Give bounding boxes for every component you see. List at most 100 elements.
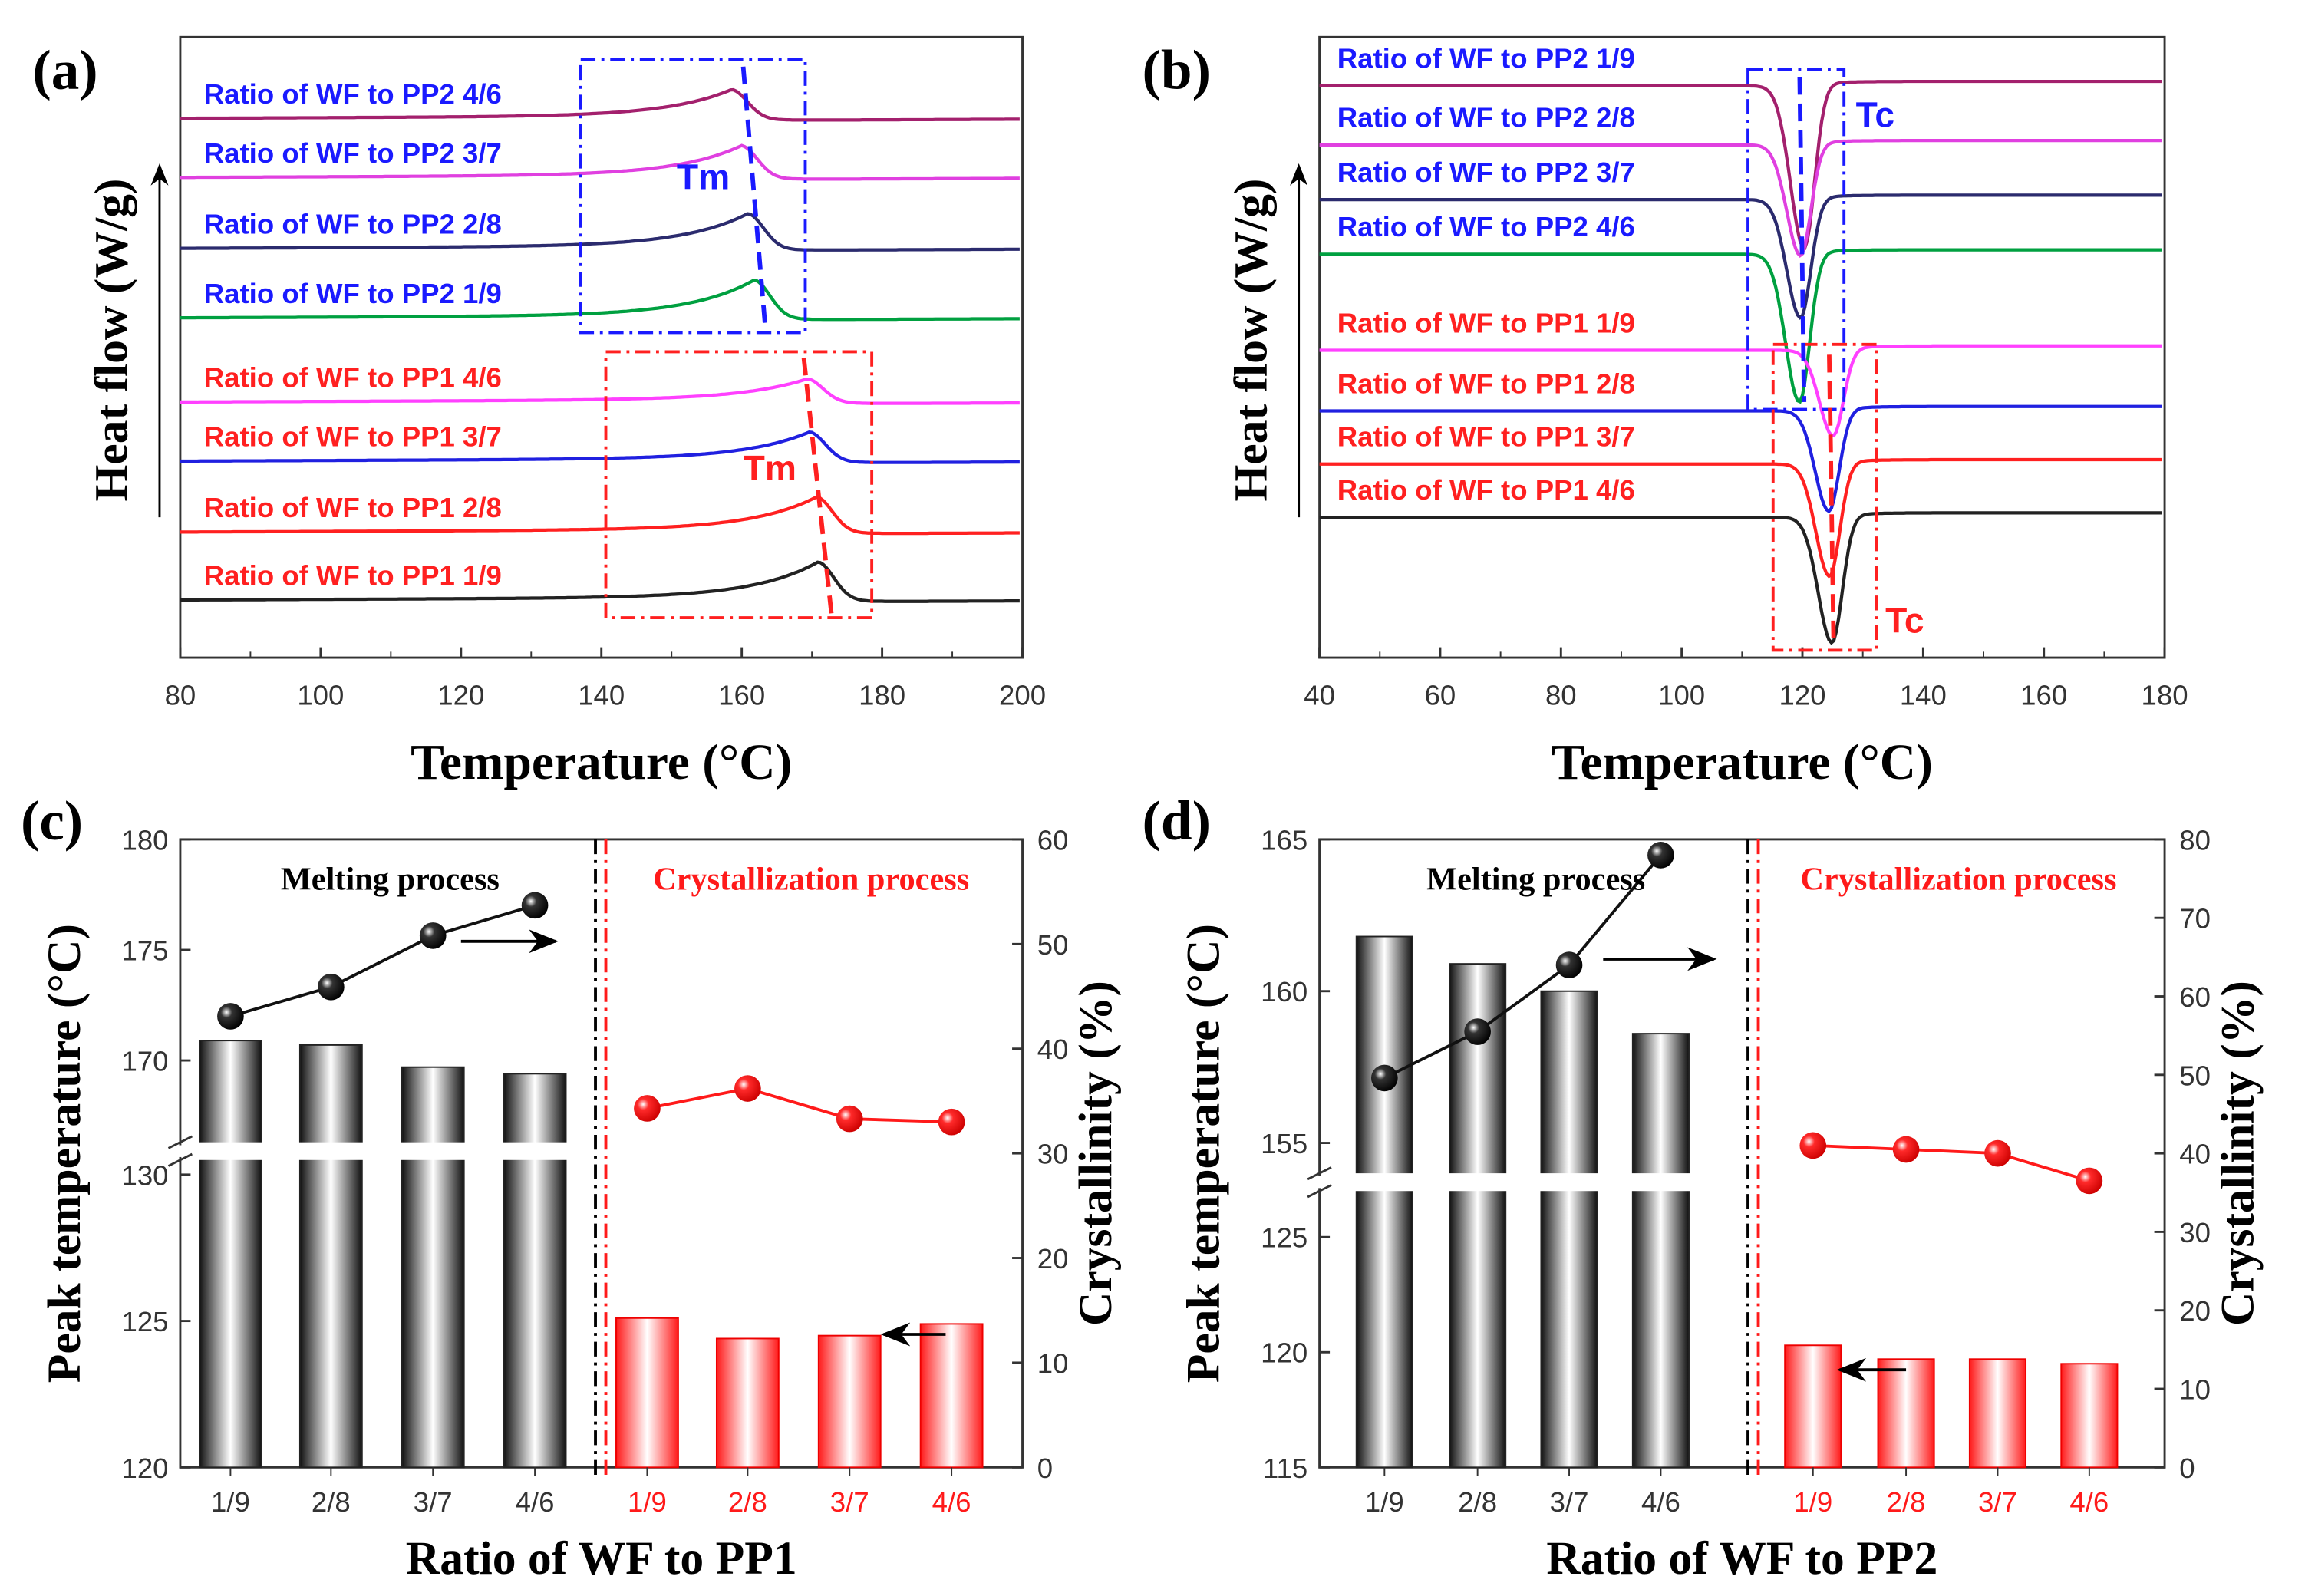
series-label: Ratio of WF to PP1 4/6 [1337, 474, 1635, 506]
x-tick-label: 4/6 [932, 1486, 971, 1518]
series-label: Ratio of WF to PP1 1/9 [204, 560, 502, 592]
melting-bar [298, 1044, 363, 1469]
crystallization-bar [1968, 1358, 2027, 1469]
section-label-crystallization: Crystallization process [1800, 861, 2116, 897]
series-label: Ratio of WF to PP1 4/6 [204, 362, 502, 394]
axis-break-band [183, 1142, 595, 1160]
x-tick-label: 3/7 [1978, 1486, 2017, 1518]
x-tick-label: 2/8 [1458, 1486, 1497, 1518]
series-label: Ratio of WF to PP2 4/6 [1337, 211, 1635, 242]
y2-tick-label: 50 [1037, 929, 1069, 961]
x-tick-label: 140 [1900, 680, 1947, 711]
crystallization-crystallinity-point [1799, 1132, 1827, 1159]
panel-b: 40 60 80 100 120 140 160 180 Temperature (°C) Hea… [1225, 35, 2188, 790]
x-axis-title: Temperature (°C) [411, 735, 792, 790]
y-tick-label: 120 [121, 1453, 168, 1484]
y-tick-label: 160 [1261, 976, 1307, 1007]
crystallization-crystallinity-point [1984, 1139, 2011, 1167]
y-tick-label: 125 [121, 1306, 168, 1337]
crystallization-bar [1877, 1358, 1935, 1469]
melting-crystallinity-point [318, 973, 345, 1001]
tm-label-pp1: Tm [744, 448, 796, 488]
x-tick-label: 4/6 [2069, 1486, 2109, 1518]
tc-line-pp2 [1797, 77, 1807, 402]
tc-label-pp2: Tc [1856, 95, 1894, 135]
series-label: Ratio of WF to PP2 2/8 [204, 208, 502, 239]
series-label: Ratio of WF to PP1 2/8 [204, 492, 502, 523]
melting-crystallinity-line [229, 904, 536, 1018]
x-tick-label: 160 [2020, 680, 2067, 711]
axis-break-gap [179, 1145, 183, 1157]
crystallization-crystallinity-point [836, 1105, 863, 1133]
crystallization-bar [919, 1323, 984, 1469]
melting-crystallinity-point [1555, 951, 1583, 978]
axis-break-band [1322, 1173, 1747, 1192]
curve-3 [1319, 193, 2162, 320]
y-axis-title: Peak temperature (°C) [1178, 924, 1230, 1383]
x-tick-label: 2/8 [1887, 1486, 1926, 1518]
series-label: Ratio of WF to PP2 3/7 [204, 137, 502, 169]
x-tick-label: 80 [165, 680, 196, 711]
y-tick-label: 120 [1261, 1337, 1307, 1369]
x-tick-label: 100 [297, 680, 344, 711]
melting-crystallinity-point [1464, 1018, 1491, 1045]
axis-break-gap [1317, 1176, 1323, 1189]
y2-tick-label: 10 [2179, 1373, 2211, 1405]
x-tick-label: 40 [1304, 680, 1335, 711]
x-tick-label: 2/8 [728, 1486, 767, 1518]
tm-line-pp2 [740, 66, 768, 328]
series-label: Ratio of WF to PP2 1/9 [204, 278, 502, 309]
y2-tick-label: 10 [1037, 1347, 1069, 1379]
tc-label-pp1: Tc [1885, 600, 1924, 640]
curve-1 [180, 87, 1020, 122]
curve-4 [1319, 248, 2162, 404]
x-tick-label: 4/6 [1641, 1486, 1680, 1518]
y-tick-label: 180 [121, 824, 168, 856]
y-tick-label: 125 [1261, 1222, 1307, 1254]
melting-bar [1631, 1033, 1690, 1469]
section-label-crystallization: Crystallization process [653, 861, 969, 897]
panel-c: 120 125 130 170 175 180 0 10 20 30 40 50 60 1/9 2/8 3/7… [38, 824, 1122, 1584]
y-tick-label: 175 [121, 935, 168, 966]
tc-box-pp1 [1771, 342, 1878, 652]
x-axis-title: Ratio of WF to PP2 [1546, 1532, 1937, 1584]
y2-axis-title: Crystallinity (%) [1070, 981, 1122, 1326]
curve-3 [180, 212, 1020, 252]
melting-crystallinity-point [419, 922, 447, 949]
panel-label-d: (d) [1143, 790, 1211, 852]
panel-label-a: (a) [32, 39, 97, 101]
x-tick-label: 200 [999, 680, 1046, 711]
melting-crystallinity-line [1383, 854, 1662, 1080]
curve-2 [180, 143, 1020, 181]
crystallization-bar [615, 1317, 679, 1469]
y2-tick-label: 0 [1037, 1453, 1053, 1484]
x-axis-title: Ratio of WF to PP1 [406, 1532, 797, 1584]
x-axis-title: Temperature (°C) [1552, 735, 1933, 790]
axis-break-mark-icon [1307, 1166, 1332, 1199]
melting-crystallinity-point [1370, 1064, 1398, 1092]
panel-a: 80 100 120 140 160 180 200 Temperature (°C) Heat… [86, 35, 1046, 790]
curve-8 [180, 560, 1020, 603]
series-label: Ratio of WF to PP1 3/7 [204, 421, 502, 453]
tm-line-pp1 [801, 357, 835, 618]
crystallization-bar [817, 1334, 882, 1469]
series-label: Ratio of WF to PP2 2/8 [1337, 102, 1635, 134]
tm-box-pp1 [604, 350, 874, 619]
section-label-melting: Melting process [1426, 861, 1645, 897]
melting-bar [198, 1040, 262, 1469]
panel-label-c: (c) [21, 790, 83, 852]
x-tick-label: 3/7 [830, 1486, 869, 1518]
y-tick-label: 130 [121, 1159, 168, 1191]
x-tick-label: 1/9 [1793, 1486, 1832, 1518]
x-tick-label: 3/7 [1550, 1486, 1589, 1518]
panel-label-b: (b) [1143, 39, 1211, 101]
x-tick-label: 3/7 [414, 1486, 453, 1518]
x-tick-label: 160 [718, 680, 765, 711]
y-tick-label: 115 [1263, 1453, 1307, 1484]
curve-5 [180, 377, 1020, 405]
crystallization-crystallinity-point [938, 1108, 965, 1136]
series-label: Ratio of WF to PP1 3/7 [1337, 421, 1635, 453]
x-tick-label: 60 [1425, 680, 1456, 711]
x-tick-label: 100 [1658, 680, 1705, 711]
y2-tick-label: 40 [2179, 1139, 2211, 1170]
